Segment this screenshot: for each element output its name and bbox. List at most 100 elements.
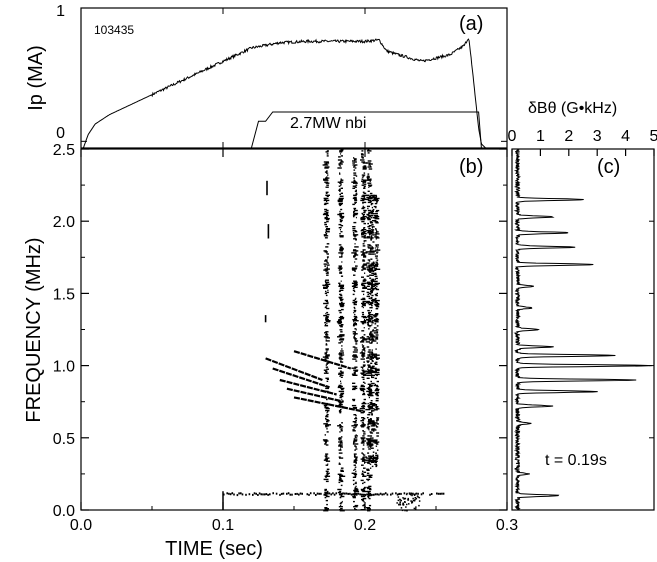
burst-dot [338,282,341,284]
burst-dot [362,265,365,267]
burst-dot [370,459,375,461]
burst-dot [366,295,370,298]
burst-dot [367,510,371,512]
low-band-dot [403,497,406,500]
burst-dot [323,287,328,289]
burst-dot [361,290,365,293]
burst-dot [338,462,341,464]
burst-dot [361,254,366,256]
burst-dot [338,156,341,158]
burst-dot [362,194,367,196]
burst-dot [366,237,371,239]
burst-dot [368,245,372,247]
burst-dot [325,333,328,335]
burst-dot [367,371,370,373]
burst-dot [339,426,344,428]
burst-dot [374,282,380,285]
burst-dot [370,237,374,239]
burst-dot [367,190,370,192]
burst-dot [355,216,357,219]
burst-dot [369,165,371,167]
low-band-dot [441,492,443,495]
burst-dot [361,373,367,375]
burst-dot [352,496,356,499]
burst-dot [325,426,328,428]
burst-dot [373,319,380,321]
burst-dot [363,187,366,189]
burst-dot [369,421,375,423]
burst-dot [351,285,356,287]
burst-dot [353,208,356,211]
burst-dot [326,323,328,325]
burst-dot [325,194,330,196]
burst-dot [361,161,366,163]
burst-dot [339,476,341,478]
burst-dot [371,231,373,233]
burst-dot [322,284,329,286]
burst-dot [353,284,358,286]
burst-dot [366,275,370,277]
burst-dot [341,217,343,220]
burst-dot [373,265,379,267]
burst-dot [376,231,379,233]
burst-dot [325,464,329,466]
burst-dot [354,508,356,510]
burst-dot [364,461,366,463]
burst-dot [366,374,372,376]
burst-dot [340,469,344,471]
burst-dot [339,496,342,499]
panel-a-ylabel: Ip (MA) [25,45,47,111]
burst-dot [362,182,364,184]
burst-dot [354,316,358,319]
burst-dot [354,165,356,167]
burst-dot [375,357,380,359]
burst-dot [360,153,364,155]
burst-dot [367,405,371,408]
panel-b-ytick-label: 2.5 [53,142,75,159]
burst-dot [361,150,364,152]
burst-dot [372,451,375,453]
burst-dot [326,176,328,178]
burst-dot [361,176,364,178]
low-band-dot [404,501,406,503]
burst-dot [371,443,374,445]
burst-dot [353,473,358,475]
burst-dot [370,284,374,287]
burst-dot [366,442,372,444]
burst-dot [338,437,342,439]
burst-dot [364,272,366,274]
burst-dot [327,174,329,176]
burst-dot [366,300,370,303]
burst-dot [326,414,329,416]
burst-dot [360,298,366,301]
burst-dot [367,309,370,312]
burst-dot [339,475,346,477]
burst-dot [355,485,357,488]
burst-dot [365,507,371,509]
burst-dot [368,270,373,272]
burst-dot [366,472,370,474]
burst-dot [338,265,342,267]
burst-dot [352,325,355,327]
burst-dot [375,283,379,286]
burst-dot [361,311,364,314]
burst-dot [375,425,377,427]
burst-dot [365,408,371,411]
low-band-dot [294,493,297,495]
burst-dot [355,189,357,191]
low-band-dot [258,492,261,495]
burst-dot [325,191,329,193]
burst-dot [340,178,342,180]
burst-dot [352,333,358,335]
burst-dot [368,429,370,431]
burst-dot [376,432,380,434]
burst-dot [354,186,357,188]
burst-dot [340,324,344,326]
burst-dot [340,183,342,185]
burst-dot [338,463,341,465]
burst-dot [339,195,344,197]
burst-dot [366,262,370,264]
burst-dot [368,303,372,306]
burst-dot [367,288,371,290]
burst-dot [365,251,371,253]
